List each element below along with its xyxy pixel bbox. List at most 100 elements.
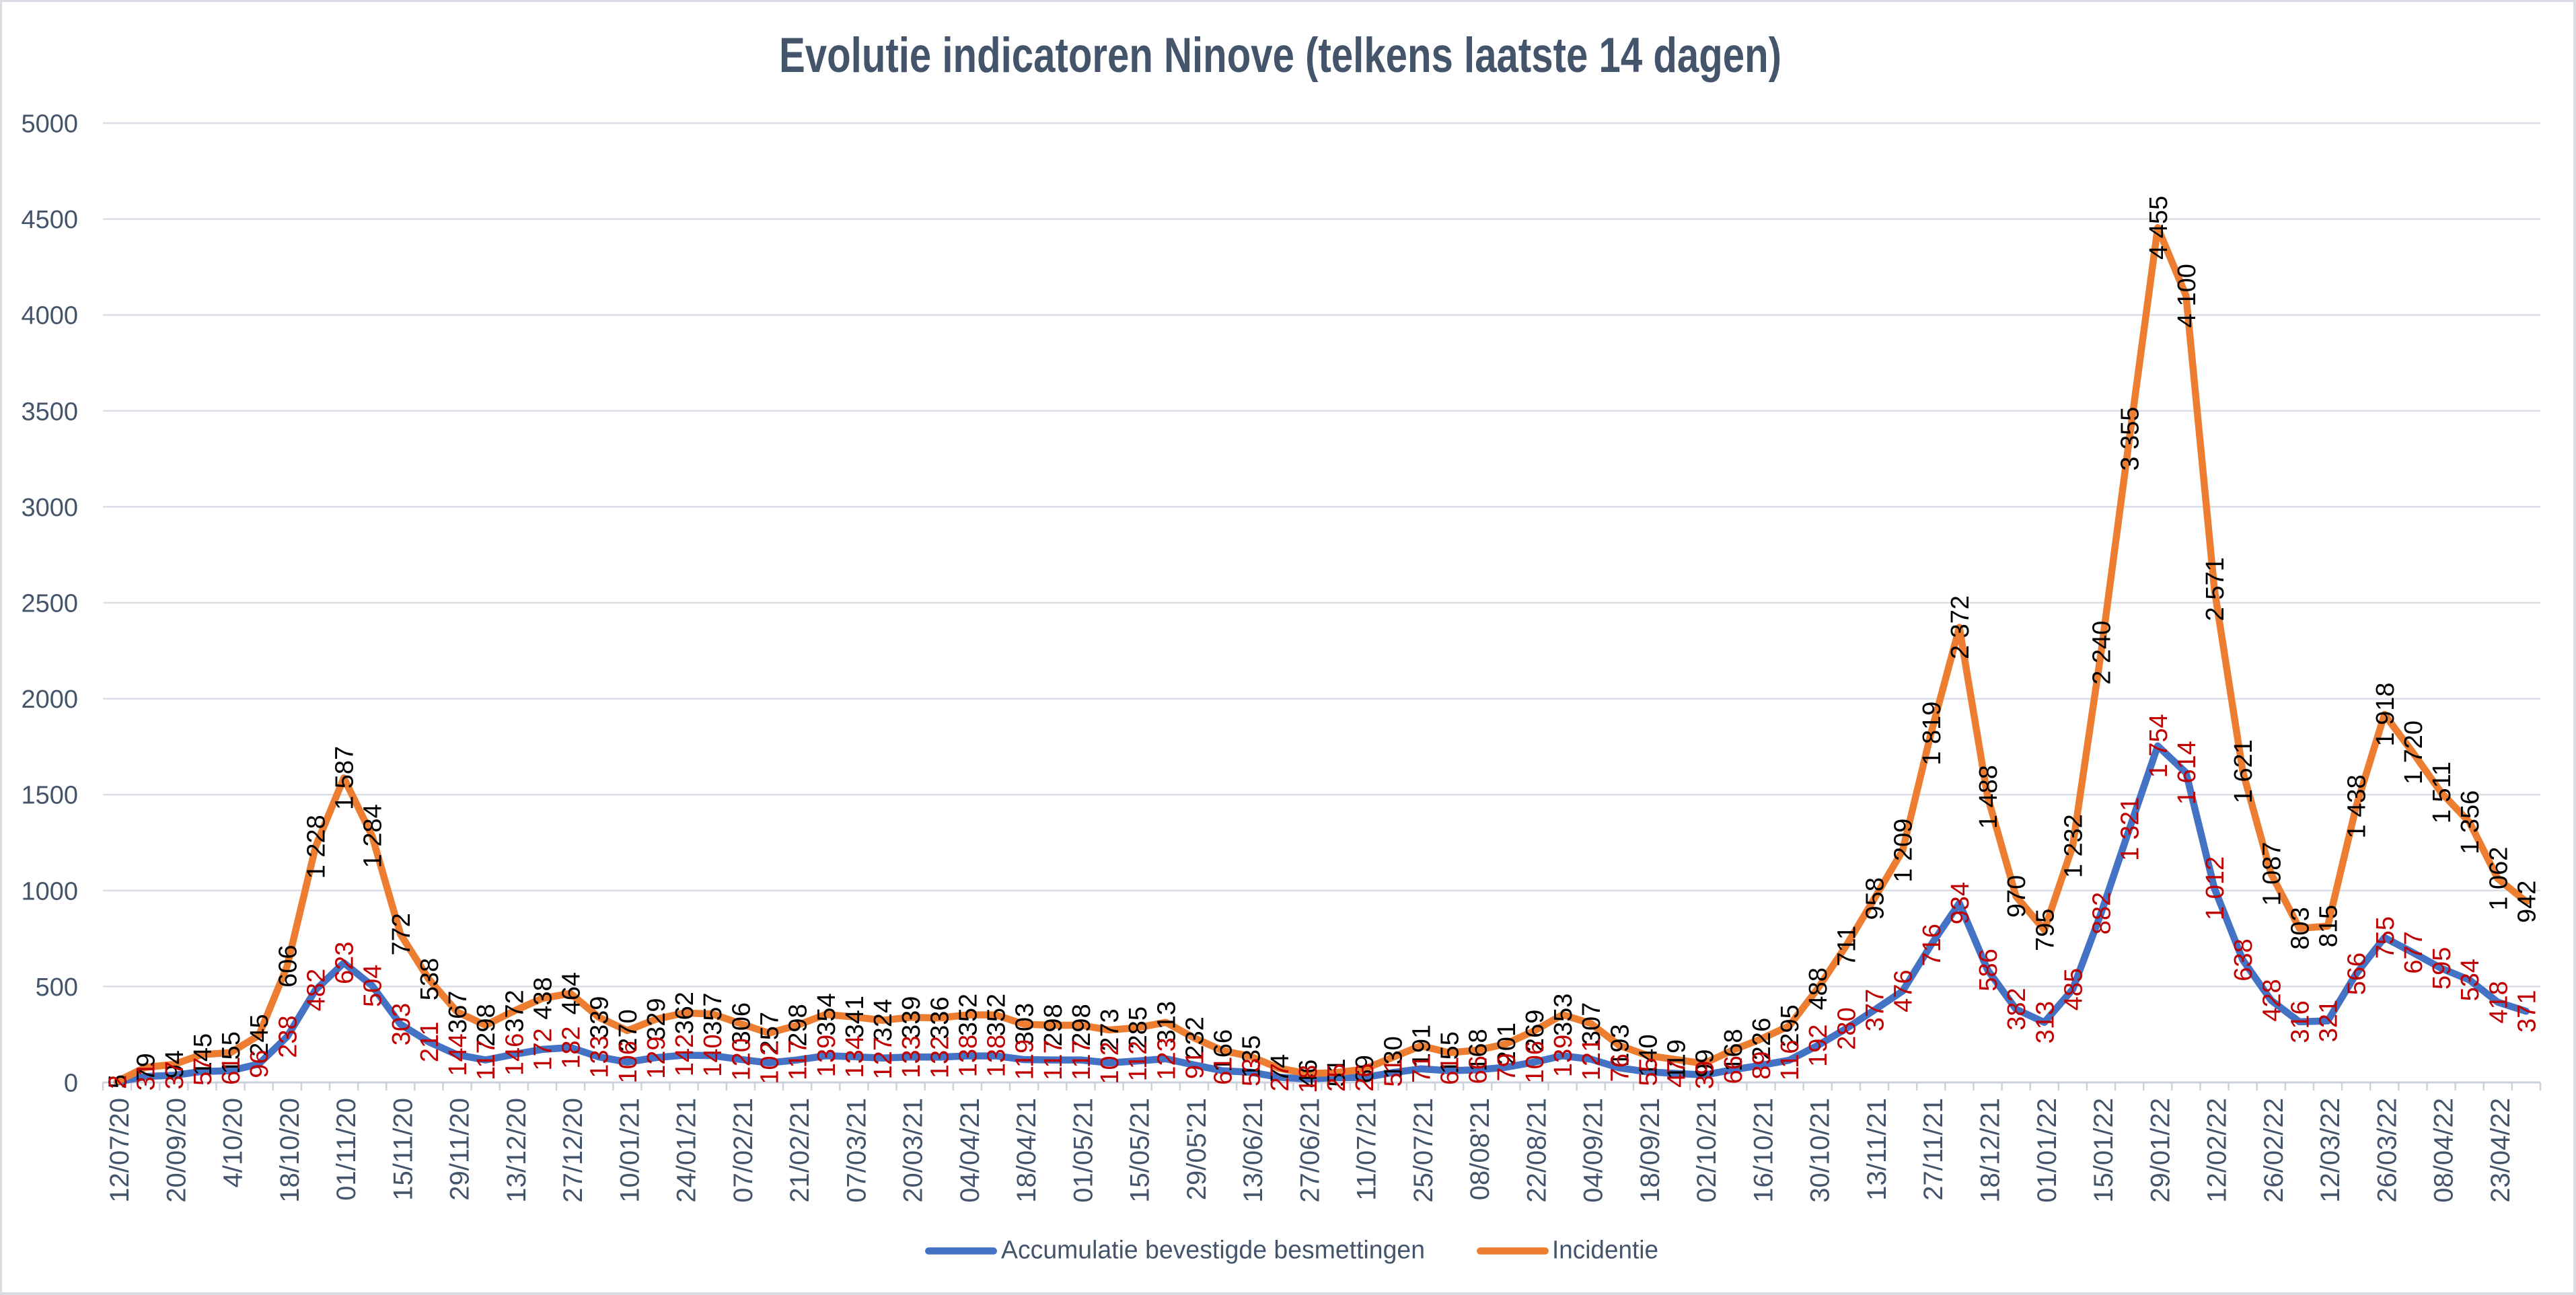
- svg-text:132: 132: [926, 1036, 954, 1078]
- svg-text:139: 139: [813, 1035, 841, 1077]
- svg-text:1 062: 1 062: [2485, 847, 2513, 911]
- svg-text:26/03/22: 26/03/22: [2372, 1098, 2402, 1203]
- svg-text:418: 418: [2485, 981, 2513, 1023]
- svg-text:5000: 5000: [21, 110, 78, 139]
- svg-text:135: 135: [1238, 1035, 1266, 1078]
- svg-text:313: 313: [2031, 1001, 2059, 1043]
- svg-text:24/01/21: 24/01/21: [672, 1098, 702, 1203]
- svg-text:2500: 2500: [21, 590, 78, 618]
- svg-text:2 240: 2 240: [2088, 621, 2117, 685]
- svg-text:01/11/20: 01/11/20: [332, 1098, 361, 1201]
- svg-text:18/10/20: 18/10/20: [275, 1098, 305, 1203]
- svg-text:25: 25: [1323, 1064, 1351, 1092]
- svg-text:362: 362: [671, 992, 699, 1034]
- svg-text:476: 476: [1890, 969, 1918, 1012]
- svg-text:61: 61: [217, 1056, 246, 1084]
- svg-text:1 356: 1 356: [2456, 790, 2485, 854]
- svg-text:117: 117: [784, 1039, 813, 1080]
- svg-text:245: 245: [246, 1014, 274, 1056]
- svg-text:01/05/21: 01/05/21: [1068, 1098, 1098, 1203]
- svg-text:4000: 4000: [21, 302, 78, 330]
- svg-text:16/10/21: 16/10/21: [1749, 1098, 1779, 1203]
- svg-text:146: 146: [501, 1033, 529, 1076]
- svg-text:Incidentie: Incidentie: [1552, 1236, 1658, 1265]
- svg-text:1 012: 1 012: [2201, 856, 2230, 920]
- svg-text:116: 116: [1776, 1040, 1804, 1081]
- svg-text:329: 329: [642, 998, 671, 1040]
- svg-text:121: 121: [1578, 1038, 1606, 1080]
- svg-text:372: 372: [501, 990, 529, 1032]
- svg-text:377: 377: [1862, 989, 1890, 1031]
- svg-text:5: 5: [104, 1074, 133, 1088]
- svg-text:91: 91: [1181, 1051, 1209, 1079]
- svg-text:1 621: 1 621: [2230, 739, 2258, 803]
- svg-text:117: 117: [472, 1039, 501, 1080]
- svg-text:123: 123: [1152, 1037, 1181, 1080]
- svg-text:117: 117: [1039, 1039, 1068, 1080]
- svg-text:53: 53: [1238, 1058, 1266, 1086]
- svg-text:25/07/21: 25/07/21: [1409, 1098, 1438, 1203]
- svg-text:139: 139: [1549, 1035, 1578, 1077]
- svg-text:339: 339: [586, 996, 614, 1039]
- svg-text:1 321: 1 321: [2117, 797, 2145, 861]
- svg-text:3500: 3500: [21, 398, 78, 426]
- svg-text:352: 352: [954, 994, 982, 1036]
- svg-text:07/02/21: 07/02/21: [729, 1098, 758, 1203]
- svg-text:130: 130: [1379, 1036, 1407, 1078]
- svg-text:172: 172: [529, 1028, 558, 1070]
- svg-text:168: 168: [1465, 1029, 1493, 1071]
- svg-text:18: 18: [1294, 1065, 1323, 1093]
- svg-text:106: 106: [1521, 1041, 1549, 1083]
- svg-text:1 587: 1 587: [331, 746, 359, 810]
- svg-text:307: 307: [1578, 1002, 1606, 1045]
- svg-text:12/07/20: 12/07/20: [105, 1098, 135, 1203]
- svg-text:08/04/22: 08/04/22: [2429, 1098, 2459, 1203]
- svg-text:0: 0: [64, 1070, 78, 1098]
- svg-text:464: 464: [558, 972, 586, 1014]
- svg-text:04/04/21: 04/04/21: [955, 1098, 985, 1203]
- svg-text:1 209: 1 209: [1890, 819, 1918, 883]
- svg-text:257: 257: [756, 1012, 784, 1054]
- svg-text:138: 138: [954, 1035, 982, 1077]
- svg-text:803: 803: [2286, 907, 2314, 949]
- svg-text:716: 716: [1918, 924, 1946, 966]
- svg-text:119: 119: [1011, 1039, 1039, 1080]
- svg-text:140: 140: [1635, 1034, 1663, 1076]
- svg-text:238: 238: [274, 1015, 302, 1058]
- svg-text:606: 606: [274, 945, 302, 987]
- svg-text:485: 485: [2059, 968, 2088, 1010]
- svg-text:74: 74: [1266, 1054, 1294, 1082]
- svg-text:07/03/21: 07/03/21: [842, 1098, 871, 1203]
- svg-text:1 228: 1 228: [303, 815, 331, 879]
- svg-text:534: 534: [2456, 959, 2485, 1001]
- svg-text:1 511: 1 511: [2428, 762, 2456, 823]
- svg-text:353: 353: [1549, 994, 1578, 1036]
- svg-text:339: 339: [897, 996, 926, 1039]
- svg-text:46: 46: [1294, 1060, 1323, 1088]
- svg-text:1 087: 1 087: [2258, 842, 2286, 905]
- svg-text:27: 27: [1266, 1063, 1294, 1091]
- svg-text:382: 382: [2003, 988, 2031, 1030]
- svg-text:298: 298: [1068, 1004, 1096, 1046]
- svg-text:138: 138: [983, 1035, 1011, 1077]
- svg-text:76: 76: [1606, 1053, 1634, 1082]
- svg-text:623: 623: [331, 942, 359, 984]
- svg-text:12/03/22: 12/03/22: [2316, 1098, 2345, 1203]
- svg-text:280: 280: [1833, 1007, 1861, 1049]
- svg-text:226: 226: [1748, 1018, 1776, 1060]
- svg-text:273: 273: [1096, 1008, 1124, 1051]
- svg-text:313: 313: [1152, 1001, 1181, 1043]
- svg-text:129: 129: [642, 1036, 671, 1078]
- svg-text:13/12/20: 13/12/20: [502, 1098, 531, 1203]
- svg-text:357: 357: [699, 992, 727, 1035]
- svg-text:89: 89: [1748, 1051, 1776, 1079]
- svg-text:192: 192: [1804, 1024, 1833, 1066]
- svg-text:51: 51: [1379, 1058, 1407, 1086]
- svg-text:2 571: 2 571: [2201, 557, 2230, 621]
- svg-text:285: 285: [1124, 1006, 1152, 1049]
- svg-text:482: 482: [303, 969, 331, 1011]
- svg-text:942: 942: [2513, 881, 2541, 923]
- svg-text:31: 31: [133, 1062, 161, 1090]
- svg-text:08/08'21: 08/08'21: [1465, 1098, 1495, 1200]
- svg-text:133: 133: [897, 1035, 926, 1078]
